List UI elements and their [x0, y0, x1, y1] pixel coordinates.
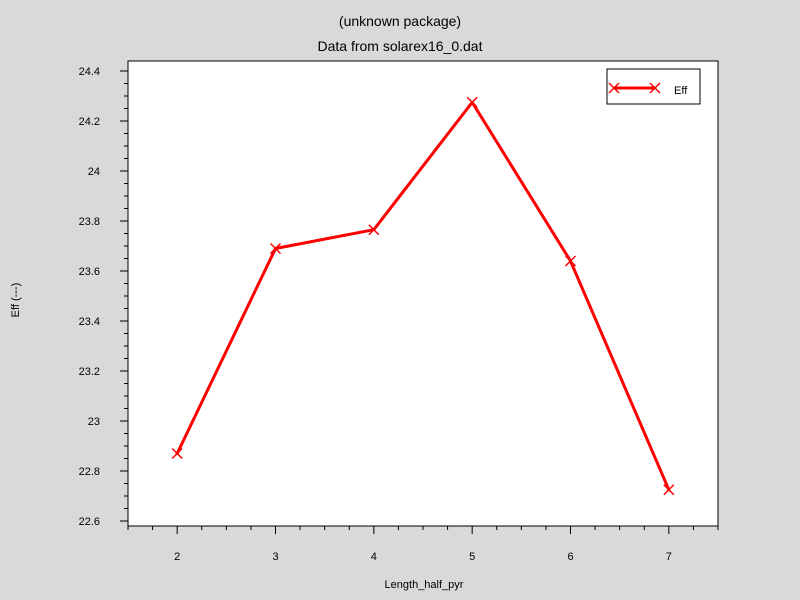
legend-marker	[649, 82, 661, 94]
x-axis-label: Length_half_pyr	[385, 579, 464, 591]
plot-frame	[127, 60, 719, 527]
legend-marker	[608, 82, 620, 94]
y-tick-label: 23.8	[79, 216, 100, 228]
y-tick-label: 24	[88, 166, 100, 178]
y-tick-label: 23.2	[79, 366, 100, 378]
y-tick-label: 22.6	[79, 516, 100, 528]
x-tick-label: 3	[272, 551, 278, 563]
y-tick-label: 23	[88, 416, 100, 428]
data-point-stroke	[171, 447, 183, 460]
chart-subtitle: Data from solarex16_0.dat	[318, 38, 483, 54]
series-layer	[171, 96, 675, 496]
legend-marker-stroke	[649, 82, 661, 94]
data-point-stroke	[269, 242, 282, 255]
legend-label: Eff	[674, 85, 688, 97]
data-point	[466, 96, 478, 108]
x-tick-label: 6	[567, 551, 573, 563]
x-tick-label: 5	[469, 551, 475, 563]
data-point	[171, 447, 183, 460]
x-tick-label: 7	[666, 551, 672, 563]
y-tick-label: 23.4	[79, 316, 100, 328]
y-tick-label: 24.2	[79, 116, 100, 128]
data-point-stroke	[466, 96, 478, 108]
series-line	[175, 100, 671, 492]
data-point-stroke	[368, 224, 380, 236]
legend: Eff	[606, 68, 701, 105]
x-tick-label: 4	[371, 551, 377, 563]
data-point	[564, 255, 577, 267]
plot-area	[128, 61, 718, 526]
y-tick-label: 23.6	[79, 266, 100, 278]
data-point	[368, 224, 380, 236]
data-point	[269, 242, 282, 255]
chart-title: (unknown package)	[339, 13, 461, 29]
y-axis-label: Eff (---)	[10, 283, 22, 318]
x-axis: 2 3 4 5 6 7	[127, 526, 719, 563]
legend-marker-stroke	[608, 82, 620, 94]
y-axis: 22.6 22.8 23 23.2 23.4 23.6 23.8 24 24.2 24.4	[79, 66, 128, 528]
data-point-stroke	[564, 255, 577, 267]
data-point	[663, 484, 675, 496]
y-tick-label: 22.8	[79, 466, 100, 478]
data-point-stroke	[663, 484, 675, 496]
y-tick-label: 24.4	[79, 66, 100, 78]
x-tick-label: 2	[174, 551, 180, 563]
